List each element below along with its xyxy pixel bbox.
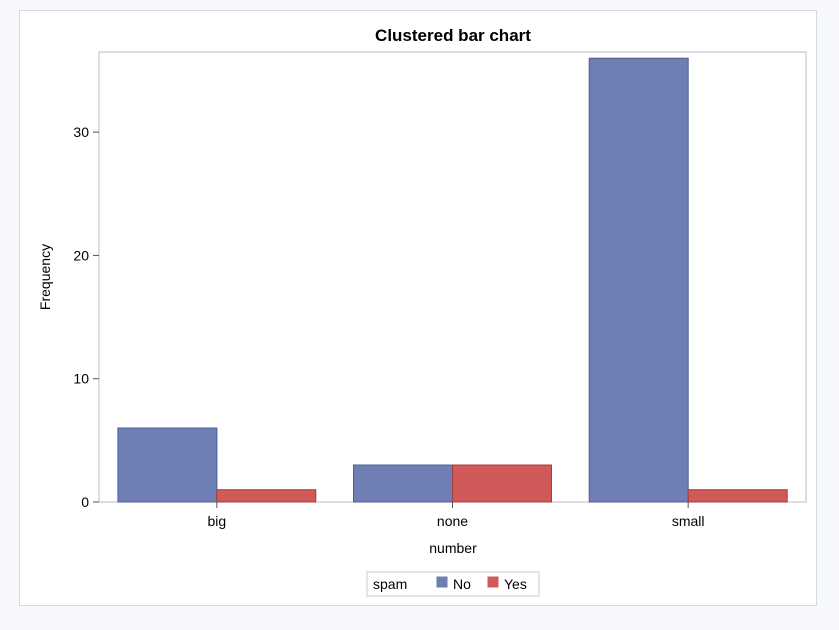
x-tick-label-big: big	[207, 513, 226, 529]
x-tick-label-small: small	[672, 513, 705, 529]
x-axis-ticks: big none small	[207, 502, 705, 529]
y-tick-label: 20	[73, 247, 89, 263]
chart-svg: Clustered bar chart 0 10 20 30 big none small…	[37, 26, 807, 597]
bar-none-yes	[452, 464, 552, 503]
legend-label-no: No	[453, 576, 471, 592]
bar-none-no	[353, 464, 453, 503]
bars-group	[117, 57, 788, 503]
y-tick-label: 30	[73, 124, 89, 140]
chart-frame: Clustered bar chart 0 10 20 30 big none small…	[19, 10, 817, 606]
legend-swatch-no	[436, 576, 448, 588]
x-axis-label: number	[429, 540, 477, 556]
bar-big-no	[117, 427, 218, 503]
legend: spam No Yes	[366, 571, 540, 597]
y-axis-ticks: 0 10 20 30	[73, 124, 99, 510]
bar-small-no	[588, 57, 689, 503]
chart-title: Clustered bar chart	[375, 26, 531, 45]
legend-swatch-yes	[487, 576, 499, 588]
y-axis-label: Frequency	[37, 244, 53, 310]
bar-small-yes	[687, 489, 788, 503]
y-tick-label: 0	[81, 494, 89, 510]
legend-title: spam	[373, 576, 407, 592]
bar-big-yes	[216, 489, 317, 503]
legend-box	[366, 571, 540, 597]
legend-label-yes: Yes	[504, 576, 527, 592]
x-tick-label-none: none	[437, 513, 468, 529]
y-tick-label: 10	[73, 371, 89, 387]
